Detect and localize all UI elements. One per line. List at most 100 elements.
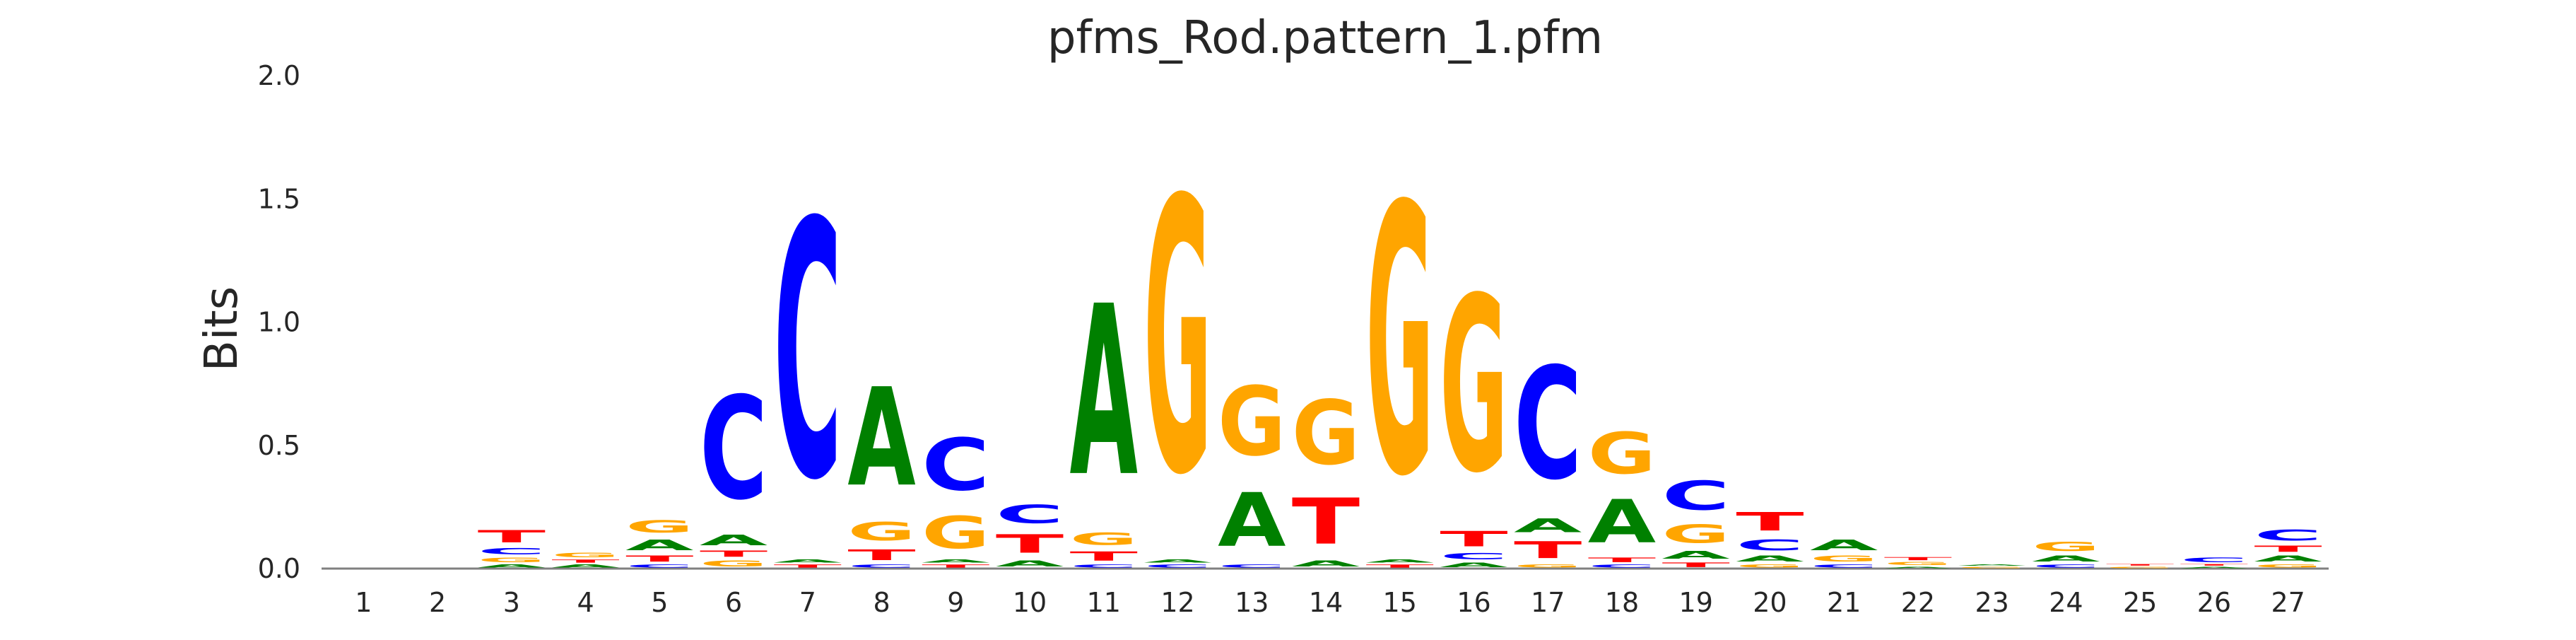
x-tick-label: 11 <box>1087 587 1121 618</box>
logo-letter-pos21-G: G <box>1810 554 1878 564</box>
logo-letter-pos23-A: A <box>1958 564 2025 566</box>
x-tick-label: 10 <box>1013 587 1047 618</box>
x-tick-label: 23 <box>1975 587 2009 618</box>
x-tick-label: 9 <box>947 587 964 618</box>
logo-letter-pos20-A: A <box>1736 554 1804 564</box>
logo-letter-pos13-C: C <box>1218 564 1286 569</box>
logo-letter-pos21-C: C <box>1810 564 1878 569</box>
logo-letter-pos27-A: A <box>2254 554 2322 564</box>
logo-letter-pos18-T: T <box>1588 557 1656 564</box>
x-tick-label: 14 <box>1309 587 1343 618</box>
x-tick-label: 7 <box>799 587 816 618</box>
logo-letter-pos8-A: A <box>847 360 915 516</box>
logo-letter-pos27-T: T <box>2254 544 2322 554</box>
y-tick-label: 0.5 <box>258 430 300 461</box>
logo-letter-pos10-T: T <box>996 530 1064 559</box>
logo-letter-pos14-G: G <box>1292 381 1360 484</box>
x-tick-label: 19 <box>1679 587 1713 618</box>
logo-letter-pos8-T: T <box>847 547 916 564</box>
logo-letter-pos24-A: A <box>2032 554 2100 564</box>
x-tick-label: 20 <box>1753 587 1787 618</box>
logo-letter-pos26-T: T <box>2180 564 2248 566</box>
logo-letter-pos19-A: A <box>1662 549 1731 561</box>
logo-letter-pos5-C: C <box>625 564 693 569</box>
logo-letter-pos6-A: A <box>700 532 767 549</box>
logo-letter-pos24-G: G <box>2032 539 2100 554</box>
logo-letter-pos17-G: G <box>1514 564 1582 569</box>
logo-letter-pos5-A: A <box>625 537 693 554</box>
logo-letter-pos9-T: T <box>922 564 989 569</box>
y-axis-label: Bits <box>196 286 248 371</box>
logo-letter-pos22-T: T <box>1884 557 1952 562</box>
logo-letter-pos5-G: G <box>625 517 693 537</box>
x-tick-label: 27 <box>2271 587 2305 618</box>
logo-letter-pos3-A: A <box>478 564 546 569</box>
logo-letter-pos16-C: C <box>1440 552 1507 562</box>
x-tick-label: 25 <box>2123 587 2157 618</box>
logo-letter-pos17-A: A <box>1514 515 1582 537</box>
x-tick-label: 13 <box>1235 587 1269 618</box>
logo-letter-pos12-G: G <box>1143 121 1211 557</box>
logo-letter-pos11-T: T <box>1070 549 1139 564</box>
logo-letter-pos3-T: T <box>478 527 546 547</box>
x-tick-label: 8 <box>873 587 890 618</box>
logo-letter-pos22-A: A <box>1884 566 1952 569</box>
logo-letter-pos19-C: C <box>1662 472 1730 519</box>
y-tick-label: 1.5 <box>258 183 300 214</box>
x-tick-label: 4 <box>577 587 594 618</box>
logo-letter-pos25-G: G <box>2106 566 2174 569</box>
y-axis-ticks: 0.0 0.5 1.0 1.5 2.0 <box>258 60 300 584</box>
chart-title: pfms_Rod.pattern_1.pfm <box>1047 12 1603 64</box>
logo-letter-pos10-A: A <box>996 559 1064 569</box>
y-tick-label: 2.0 <box>258 60 300 91</box>
x-tick-label: 1 <box>355 587 372 618</box>
logo-letter-pos27-C: C <box>2254 527 2322 544</box>
logo-letter-pos9-A: A <box>922 559 989 564</box>
x-axis-ticks: 1 2 3 4 5 6 7 8 9 10 11 12 13 14 15 16 17 18 19 20 21 22 23 24 2… <box>355 587 2305 618</box>
logo-letter-pos20-G: G <box>1736 564 1804 569</box>
logo-letter-pos10-C: C <box>996 500 1064 530</box>
logo-letter-pos16-A: A <box>1440 562 1507 569</box>
logo-letter-pos15-A: A <box>1366 559 1434 564</box>
logo-letter-pos12-A: A <box>1143 559 1211 564</box>
logo-letter-pos3-G: G <box>478 557 546 564</box>
logo-letter-pos12-C: C <box>1143 564 1211 569</box>
logo-letter-pos9-C: C <box>922 423 989 506</box>
logo-letter-pos26-C: C <box>2180 557 2248 564</box>
x-tick-label: 5 <box>651 587 668 618</box>
logo-letter-pos18-C: C <box>1588 564 1656 569</box>
x-tick-label: 26 <box>2197 587 2231 618</box>
logo-letter-pos4-G: G <box>551 552 619 559</box>
logo-letter-pos3-C: C <box>478 547 546 557</box>
logo-letter-pos24-C: C <box>2032 564 2100 569</box>
x-tick-label: 18 <box>1605 587 1639 618</box>
logo-letter-pos21-A: A <box>1810 537 1878 554</box>
x-tick-label: 24 <box>2049 587 2083 618</box>
logo-letter-pos6-G: G <box>700 559 767 569</box>
logo-letter-pos4-T: T <box>551 559 619 564</box>
logo-letter-pos25-T: T <box>2106 564 2174 566</box>
logo-letter-pos4-A: A <box>551 564 619 569</box>
logo-letter-pos15-T: T <box>1366 564 1434 569</box>
logo-letter-pos11-G: G <box>1070 529 1138 549</box>
logo-letter-pos14-T: T <box>1292 484 1360 558</box>
x-tick-label: 17 <box>1531 587 1565 618</box>
logo-letter-pos6-C: C <box>700 366 767 531</box>
logo-letter-pos13-A: A <box>1218 478 1286 564</box>
logo-letters: AGCTATGCTAGGTACTACCTGATAGCATCCTGACAGCAGA… <box>478 121 2322 569</box>
logo-letter-pos11-A: A <box>1070 256 1138 528</box>
logo-letter-pos16-T: T <box>1440 527 1508 552</box>
x-tick-label: 6 <box>725 587 742 618</box>
logo-letter-pos14-A: A <box>1292 559 1360 569</box>
x-tick-label: 3 <box>503 587 520 618</box>
logo-letter-pos7-C: C <box>774 148 842 558</box>
logo-letter-pos27-G: G <box>2254 564 2322 569</box>
logo-letter-pos19-T: T <box>1662 562 1730 569</box>
logo-letter-pos7-T: T <box>774 564 842 569</box>
y-tick-label: 0.0 <box>258 553 300 584</box>
logo-letter-pos8-C: C <box>847 564 915 569</box>
logo-letter-pos22-G: G <box>1884 562 1952 566</box>
logo-letter-pos20-T: T <box>1736 507 1804 537</box>
